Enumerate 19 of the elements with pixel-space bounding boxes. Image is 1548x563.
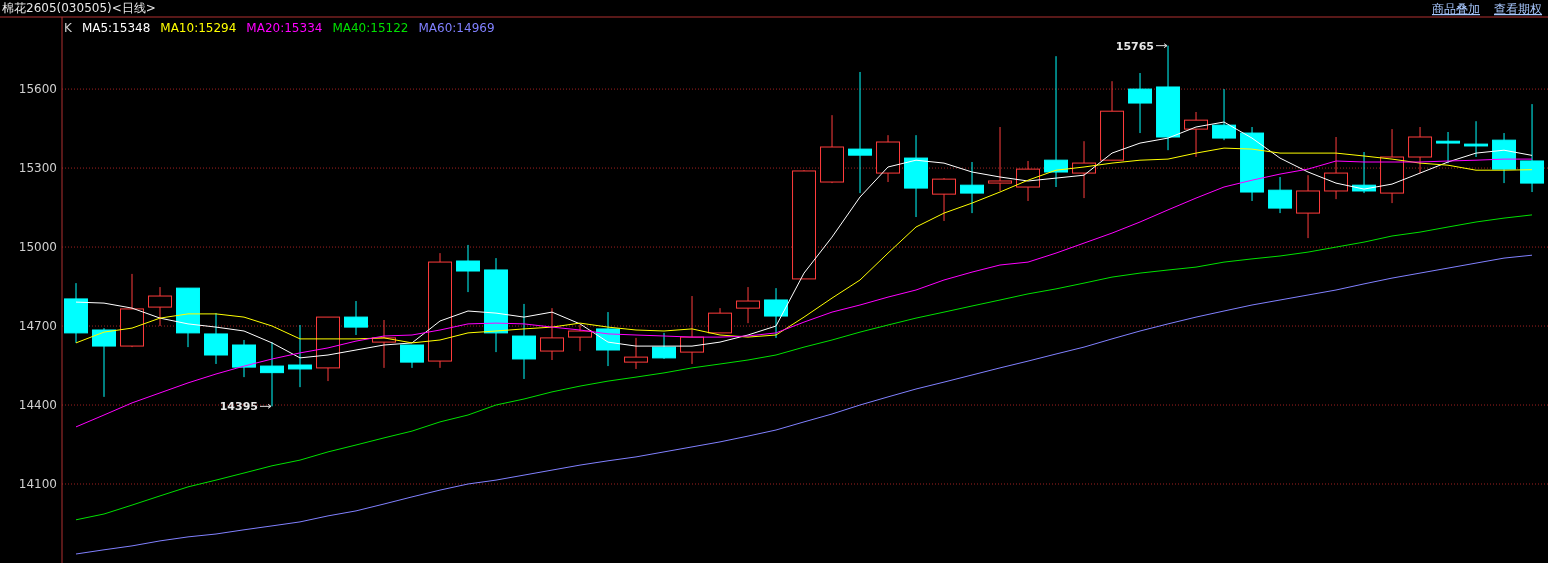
y-tick-label: 14400: [18, 398, 57, 413]
y-tick-label: 15300: [18, 161, 57, 176]
line-series: [75, 214, 1533, 521]
text: MA40:15122: [332, 21, 409, 35]
text: MA10:15294: [160, 21, 237, 35]
y-tick-label: 14700: [18, 319, 57, 334]
text: MA20:15334: [246, 21, 323, 35]
line-series: [75, 254, 1533, 555]
annotation: 14395: [219, 400, 259, 414]
y-tick-label: 14100: [18, 477, 57, 492]
legend-title: K: [64, 21, 73, 35]
y-tick-label: 15600: [18, 82, 57, 97]
chart-title: 棉花2605(030505)<日线>: [2, 1, 156, 15]
text: MA60:14969: [418, 21, 495, 35]
y-tick-label: 15000: [18, 240, 57, 255]
annotation: 15765: [1115, 39, 1155, 53]
text: 商品叠加: [1432, 2, 1480, 16]
text: 查看期权: [1494, 2, 1542, 16]
text: MA5:15348: [81, 21, 151, 35]
